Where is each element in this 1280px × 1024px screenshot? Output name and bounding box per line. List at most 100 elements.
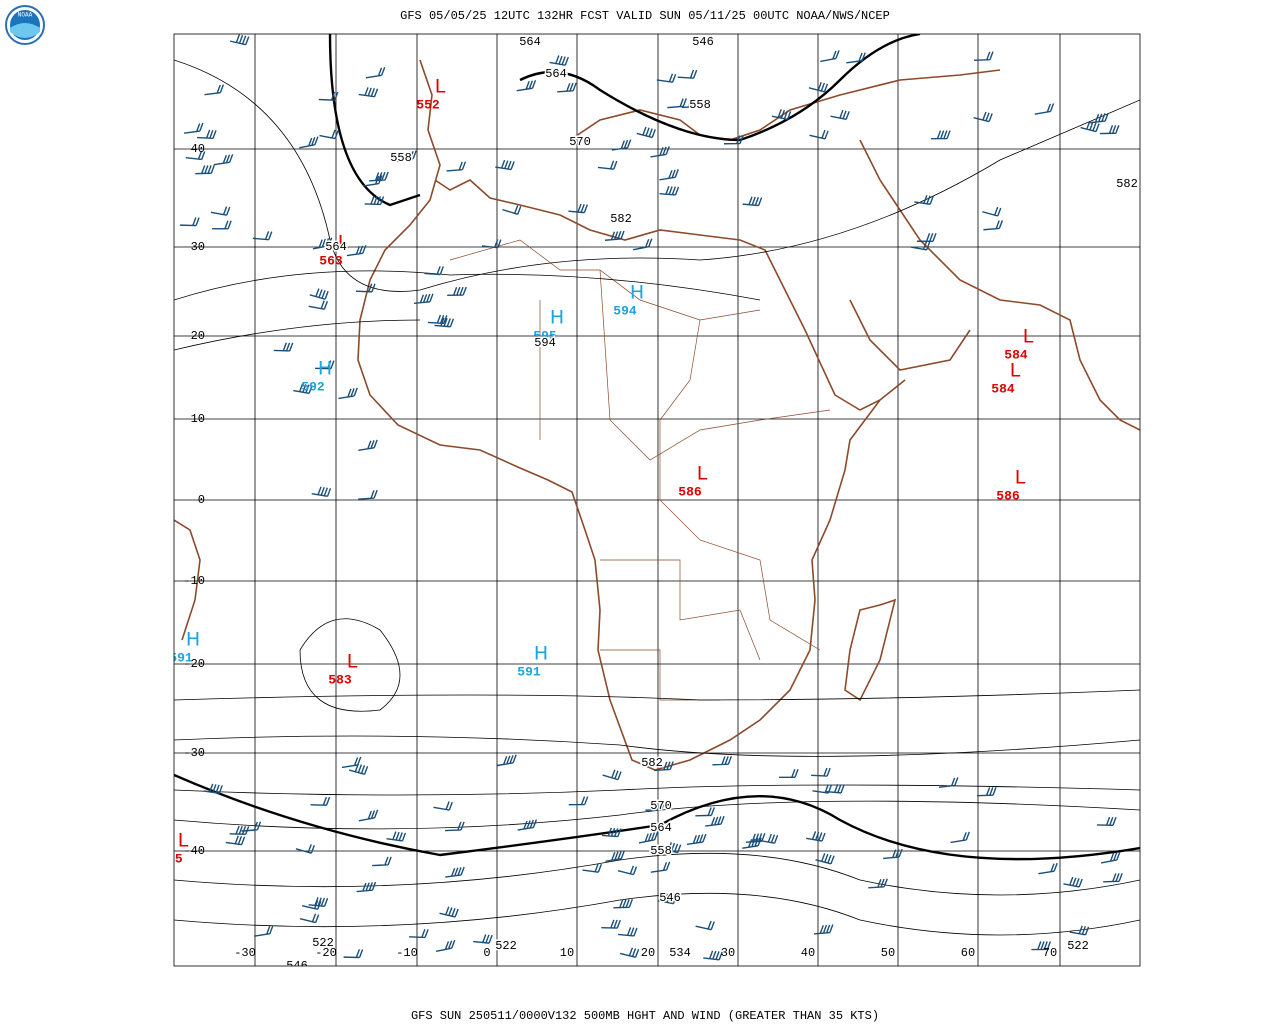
wind-barb — [982, 206, 1002, 217]
wind-barb — [310, 796, 331, 806]
wind-barb — [973, 111, 993, 123]
wind-barb — [212, 220, 232, 230]
wind-barb — [447, 286, 467, 297]
wind-barb — [638, 831, 659, 844]
wind-barb — [950, 831, 970, 844]
wind-barb — [1080, 120, 1100, 133]
wind-barb — [815, 853, 835, 865]
wind-barb — [806, 831, 826, 842]
contour-label: 558 — [689, 98, 711, 112]
center-value: 591 — [517, 664, 541, 679]
wind-barb — [809, 129, 829, 140]
map-frame — [173, 33, 1141, 967]
wind-barb — [557, 82, 577, 93]
wind-barb — [502, 205, 522, 215]
center-value: 584 — [991, 381, 1015, 396]
wind-barb — [273, 342, 294, 352]
wind-barb — [386, 831, 407, 842]
center-letter: L — [697, 463, 708, 485]
wind-barb — [308, 897, 329, 907]
contour-label: 582 — [610, 212, 632, 226]
longitude-label: 30 — [721, 946, 735, 960]
wind-barb — [293, 383, 313, 395]
contour-label: 564 — [519, 35, 541, 49]
wind-barb — [409, 929, 429, 939]
wind-barb — [645, 801, 666, 811]
wind-barb — [812, 784, 832, 794]
wind-barb — [568, 203, 589, 214]
contour-label: 546 — [659, 891, 681, 905]
wind-barb — [650, 146, 670, 158]
center-letter: L — [435, 76, 446, 98]
wind-barb — [686, 833, 707, 846]
wind-barb — [196, 129, 217, 140]
wind-barb — [253, 925, 274, 937]
center-letter: L — [347, 651, 358, 673]
latitude-label: 10 — [191, 412, 205, 426]
wind-barb — [369, 171, 389, 182]
wind-barb — [914, 195, 934, 205]
noaa-logo: NOAA — [5, 5, 45, 45]
wind-barb — [910, 241, 931, 251]
wind-barb — [433, 801, 453, 811]
wind-barb — [703, 950, 723, 961]
wind-barb — [314, 360, 335, 370]
wind-barb — [446, 161, 467, 172]
wind-barb — [602, 769, 622, 781]
center-value: 563 — [319, 253, 343, 268]
wind-barb — [742, 837, 762, 849]
wind-barb — [611, 139, 632, 151]
latitude-label: 0 — [198, 493, 205, 507]
wind-barb — [1034, 103, 1055, 115]
longitude-label: 40 — [801, 946, 815, 960]
wind-barb — [568, 796, 589, 806]
wind-barb — [1099, 124, 1120, 135]
wind-barb — [938, 777, 959, 789]
contour-label: 582 — [1116, 177, 1138, 191]
wind-barb — [473, 934, 493, 944]
wind-barb — [439, 906, 459, 918]
center-value: 591 — [169, 650, 193, 665]
contour-label: 570 — [569, 135, 591, 149]
wind-barb — [656, 73, 677, 83]
wind-barb — [677, 69, 698, 79]
center-letter: H — [550, 307, 564, 329]
wind-barb — [636, 126, 656, 139]
center-letter: H — [186, 629, 200, 651]
wind-barb — [229, 34, 250, 46]
wind-barb — [771, 109, 792, 121]
longitude-label: 50 — [881, 946, 895, 960]
latitude-label: 30 — [191, 240, 205, 254]
wind-barb — [931, 130, 951, 140]
wind-barb — [308, 300, 329, 310]
latitude-label: 40 — [191, 142, 205, 156]
center-letter: L — [338, 232, 349, 254]
center-value: 583 — [328, 672, 352, 687]
contour-label: 522 — [1067, 939, 1089, 953]
latitude-label: -10 — [183, 574, 205, 588]
wind-barb — [632, 238, 653, 251]
contour-label: 570 — [650, 799, 672, 813]
wind-barb — [619, 947, 640, 958]
wind-barb — [712, 755, 733, 766]
center-letter: H — [534, 643, 548, 665]
wind-barb — [481, 239, 502, 249]
wind-barb — [604, 230, 625, 241]
center-value: 552 — [416, 97, 440, 112]
coastline — [174, 59, 1140, 771]
wind-barb — [695, 807, 716, 817]
wind-barb — [813, 924, 834, 935]
country-borders — [449, 239, 831, 701]
latitude-label: -40 — [183, 844, 205, 858]
contour-label: 564 — [325, 240, 347, 254]
wind-barb — [742, 196, 763, 207]
wind-barb — [183, 122, 204, 134]
wind-barb — [605, 850, 625, 862]
wind-barb — [613, 899, 633, 909]
wind-barb — [661, 842, 682, 854]
wind-barb — [372, 856, 392, 867]
wind-barb — [299, 136, 319, 149]
wind-barb — [309, 288, 329, 300]
map-labels: -30 -20 -10 0 10 20 30 40 50 60 70L552L563H592H595… — [169, 34, 1139, 966]
wind-barb — [820, 50, 840, 63]
